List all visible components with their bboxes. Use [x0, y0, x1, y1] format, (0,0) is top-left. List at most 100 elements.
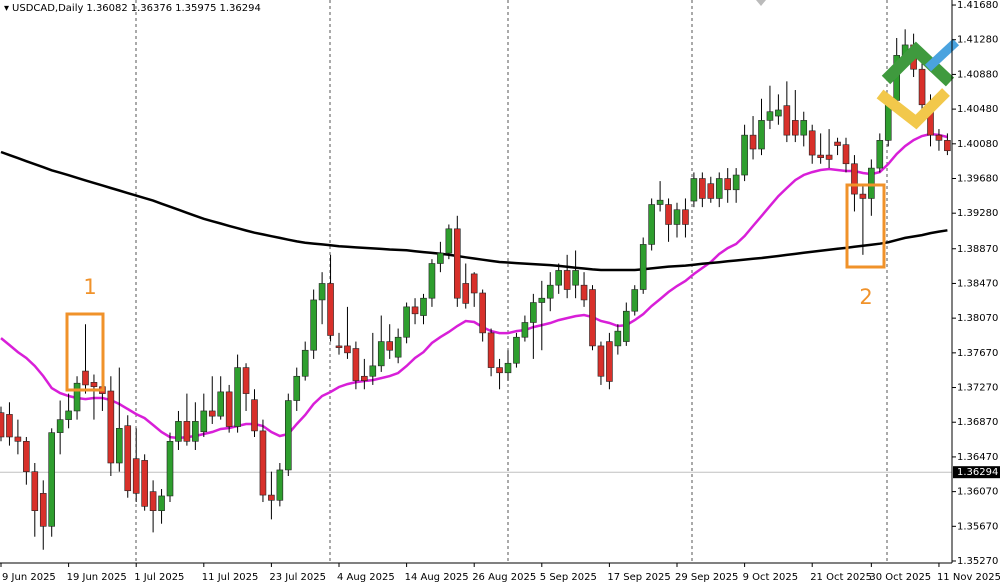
candle-body	[479, 292, 486, 334]
candle-body	[82, 370, 89, 386]
candle-body	[73, 382, 81, 412]
candle-body	[445, 228, 453, 254]
candle-body	[470, 273, 478, 294]
price-label: 1.36294	[957, 467, 998, 478]
y-tick-label: 1.40080	[957, 139, 998, 150]
candle-body	[682, 209, 689, 225]
candle-body	[935, 134, 943, 141]
candle-body	[791, 120, 799, 136]
candle-body	[589, 289, 596, 347]
candle-body	[361, 375, 368, 381]
x-tick-label: 11 Nov 2025	[937, 572, 1000, 583]
candle-body	[538, 297, 546, 303]
moving-average	[0, 132, 948, 440]
annotation-label: 1	[83, 275, 96, 299]
logo-part	[876, 88, 950, 130]
logo-part	[881, 41, 955, 87]
candle-body	[132, 458, 140, 494]
candle-body	[496, 367, 503, 374]
candle-body	[377, 341, 385, 367]
x-tick-label: 17 Sep 2025	[607, 572, 670, 583]
candle-body	[487, 332, 495, 368]
candle-body	[724, 178, 732, 191]
candle-body	[327, 283, 334, 336]
candle-body	[411, 306, 419, 315]
candle-body	[437, 252, 444, 264]
candle-body	[699, 178, 706, 199]
candle-body	[665, 204, 672, 225]
candle-body	[851, 163, 858, 195]
candle-body	[208, 410, 216, 417]
candle-body	[31, 471, 39, 511]
candle-body	[141, 460, 148, 507]
candle-body	[192, 421, 199, 442]
candle-body	[242, 367, 250, 394]
y-tick-label: 1.35670	[957, 521, 998, 532]
candle-body	[225, 391, 233, 427]
candle-body	[817, 154, 824, 158]
candle-body	[715, 178, 723, 199]
y-tick-label: 1.36870	[957, 417, 998, 428]
candle-body	[918, 68, 926, 106]
candle-body	[944, 140, 951, 152]
y-tick-label: 1.40480	[957, 104, 998, 115]
ohlc-value: 1.36082	[86, 3, 128, 14]
candle-body	[758, 120, 765, 150]
annotation-box	[845, 183, 886, 269]
candle-body	[606, 341, 613, 382]
y-tick-label: 1.38070	[957, 313, 998, 324]
y-tick-label: 1.36470	[957, 452, 998, 463]
candle-body	[318, 283, 326, 301]
y-tick-label: 1.39680	[957, 174, 998, 185]
candle-body	[749, 134, 757, 150]
candle-body	[56, 419, 64, 433]
candle-body	[23, 441, 30, 472]
x-tick-label: 29 Sep 2025	[675, 572, 738, 583]
x-tick-label: 11 Jul 2025	[202, 572, 259, 583]
candle-body	[673, 209, 681, 225]
candle-body	[183, 421, 191, 442]
candle-body	[301, 349, 309, 377]
candle-body	[386, 341, 394, 351]
candle-body	[690, 178, 698, 202]
candle-body	[107, 390, 115, 464]
candle-body	[200, 410, 208, 433]
candle-body	[868, 167, 875, 199]
candle-body	[648, 204, 655, 245]
y-tick-label: 1.40880	[957, 69, 998, 80]
candle-body	[39, 493, 47, 527]
candle-body	[6, 414, 13, 438]
candle-body	[597, 345, 605, 377]
symbol: USDCAD,Daily	[12, 3, 84, 14]
candle-body	[268, 494, 275, 501]
y-tick-label: 1.38870	[957, 244, 998, 255]
y-tick-label: 1.36070	[957, 487, 998, 498]
candle-body	[834, 141, 841, 146]
candle-body	[124, 425, 132, 492]
candle-body	[521, 322, 529, 338]
candle-body	[563, 270, 571, 290]
candle-body	[639, 244, 647, 290]
candle-body	[741, 134, 748, 176]
candle-body	[631, 289, 639, 312]
candle-body	[217, 391, 224, 417]
candle-body	[453, 228, 461, 299]
candle-body	[783, 105, 791, 136]
chart-header: ▾ USDCAD,Daily 1.36082 1.36376 1.35975 1.3629…	[4, 3, 264, 14]
candle-body	[775, 109, 782, 117]
y-tick-label: 1.35270	[957, 556, 998, 567]
candle-body	[48, 432, 56, 527]
x-tick-label: 23 Jul 2025	[269, 572, 326, 583]
x-tick-label: 14 Aug 2025	[405, 572, 469, 583]
x-tick-label: 1 Jul 2025	[134, 572, 184, 583]
candle-body	[555, 270, 563, 286]
candle-body	[284, 400, 292, 471]
candle-body	[14, 436, 22, 442]
x-tick-label: 9 Oct 2025	[743, 572, 798, 583]
logo-part	[924, 38, 960, 72]
x-tick-label: 30 Oct 2025	[869, 572, 931, 583]
moving-average	[0, 150, 948, 272]
candle-body	[656, 199, 664, 205]
